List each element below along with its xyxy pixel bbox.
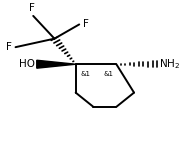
Text: F: F <box>28 3 34 13</box>
Text: HO: HO <box>19 59 35 69</box>
Text: NH$_2$: NH$_2$ <box>159 57 180 71</box>
Text: F: F <box>6 42 12 52</box>
Text: &1: &1 <box>104 71 114 77</box>
Polygon shape <box>37 60 76 68</box>
Text: &1: &1 <box>81 71 91 77</box>
Text: F: F <box>83 19 89 29</box>
